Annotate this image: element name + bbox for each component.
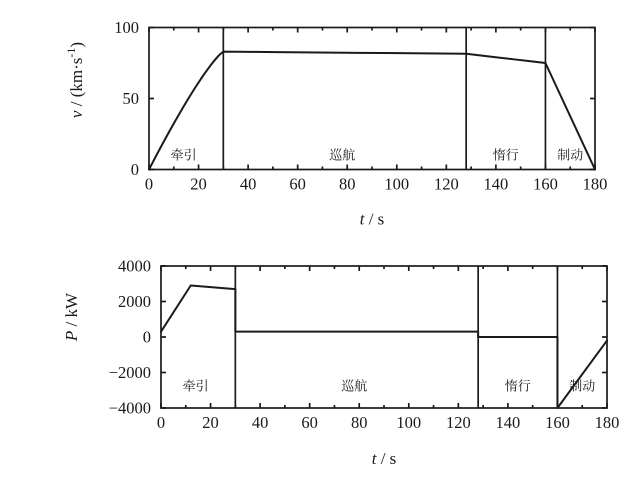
svg-text:0: 0 [143, 328, 151, 347]
svg-text:100: 100 [114, 18, 139, 37]
svg-text:惰行: 惰行 [493, 148, 519, 163]
svg-text:−2000: −2000 [109, 363, 151, 382]
svg-text:牵引: 牵引 [183, 378, 209, 393]
svg-text:0: 0 [157, 413, 165, 432]
svg-text:60: 60 [289, 175, 306, 194]
svg-text:−4000: −4000 [109, 399, 151, 418]
svg-text:80: 80 [351, 413, 368, 432]
svg-text:巡航: 巡航 [341, 378, 367, 393]
svg-text:140: 140 [484, 175, 509, 194]
svg-text:2000: 2000 [118, 292, 151, 311]
svg-text:50: 50 [123, 89, 140, 108]
svg-text:20: 20 [190, 175, 207, 194]
svg-text:牵引: 牵引 [171, 148, 197, 163]
svg-text:160: 160 [533, 175, 558, 194]
svg-text:t / s: t / s [360, 210, 385, 229]
svg-text:100: 100 [396, 413, 421, 432]
svg-text:120: 120 [434, 175, 459, 194]
svg-text:惰行: 惰行 [505, 378, 531, 393]
svg-text:4000: 4000 [118, 257, 151, 276]
svg-text:120: 120 [446, 413, 471, 432]
svg-text:0: 0 [145, 175, 153, 194]
svg-text:80: 80 [339, 175, 356, 194]
svg-text:140: 140 [496, 413, 521, 432]
svg-text:巡航: 巡航 [329, 148, 355, 163]
svg-text:20: 20 [202, 413, 219, 432]
svg-text:100: 100 [384, 175, 409, 194]
svg-text:40: 40 [252, 413, 269, 432]
svg-text:160: 160 [545, 413, 570, 432]
svg-text:0: 0 [131, 160, 139, 179]
svg-text:180: 180 [583, 175, 608, 194]
svg-text:P / kW: P / kW [62, 292, 81, 342]
svg-text:t / s: t / s [372, 449, 397, 468]
svg-text:制动: 制动 [569, 378, 595, 393]
svg-text:40: 40 [240, 175, 257, 194]
svg-text:制动: 制动 [557, 148, 583, 163]
svg-text:60: 60 [301, 413, 318, 432]
svg-text:180: 180 [595, 413, 620, 432]
